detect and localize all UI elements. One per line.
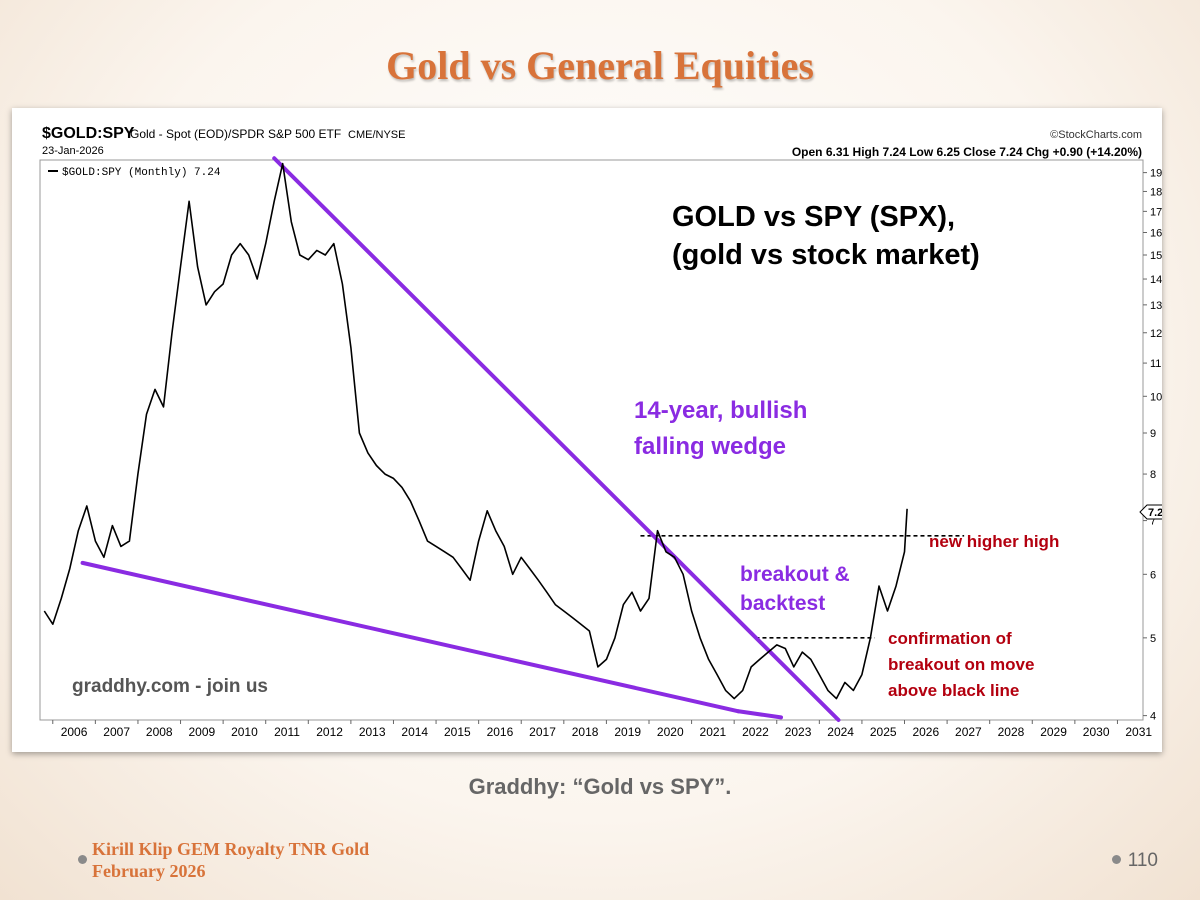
y-tick-label: 7 [1150, 516, 1156, 528]
y-tick-label: 9 [1150, 428, 1156, 440]
y-tick-label: 15 [1150, 250, 1162, 262]
annotation-title-1: GOLD vs SPY (SPX), [672, 201, 955, 233]
x-tick-label: 2019 [614, 725, 641, 739]
y-tick-label: 17 [1150, 206, 1162, 218]
page-bullet [1112, 855, 1121, 864]
chart-symbol: $GOLD:SPY [42, 125, 135, 142]
y-tick-label: 18 [1150, 186, 1162, 198]
wedge-trendlines [80, 156, 841, 722]
x-tick-label: 2021 [700, 725, 727, 739]
x-tick-label: 2030 [1083, 725, 1110, 739]
x-tick-label: 2029 [1040, 725, 1067, 739]
x-tick-label: 2028 [998, 725, 1025, 739]
x-tick-label: 2013 [359, 725, 386, 739]
y-tick-label: 10 [1150, 391, 1162, 403]
watermark: graddhy.com - join us [72, 676, 268, 697]
y-axis: 4 5 6 7 8 9 10 11 12 13 14 15 16 17 18 19 [1143, 168, 1162, 723]
annotation-confirm-3: above black line [888, 681, 1019, 700]
chart-description: Gold - Spot (EOD)/SPDR S&P 500 ETF [130, 127, 341, 141]
footer-text: Kirill Klip GEM Royalty TNR Gold Februar… [92, 838, 369, 882]
chart-svg: $GOLD:SPY Gold - Spot (EOD)/SPDR S&P 500… [39, 125, 1162, 739]
annotation-breakout-1: breakout & [740, 563, 850, 586]
slide-title: Gold vs General Equities [386, 43, 814, 88]
x-tick-label: 2008 [146, 725, 173, 739]
footer-line-1: Kirill Klip GEM Royalty TNR Gold [92, 839, 370, 859]
y-tick-label: 11 [1150, 358, 1161, 370]
x-tick-label: 2023 [785, 725, 812, 739]
x-tick-label: 2009 [188, 725, 215, 739]
y-tick-label: 12 [1150, 328, 1162, 340]
chart-source: ©StockCharts.com [1050, 129, 1142, 141]
x-tick-label: 2020 [657, 725, 684, 739]
x-tick-label: 2025 [870, 725, 897, 739]
x-tick-label: 2027 [955, 725, 982, 739]
chart-exchange: CME/NYSE [348, 129, 405, 141]
y-tick-label: 5 [1150, 633, 1156, 645]
y-tick-label: 16 [1150, 227, 1162, 239]
x-tick-label: 2007 [103, 725, 130, 739]
x-tick-label: 2011 [274, 725, 300, 739]
annotation-wedge-2: falling wedge [634, 433, 786, 460]
wedge-lower-ext [736, 709, 784, 720]
y-tick-label: 14 [1150, 274, 1162, 286]
chart-ohlc: Open 6.31 High 7.24 Low 6.25 Close 7.24 … [792, 145, 1142, 159]
wedge-upper [272, 156, 841, 722]
y-tick-label: 8 [1150, 469, 1156, 481]
annotation-wedge-1: 14-year, bullish [634, 397, 807, 424]
last-value-label: 7.24 [1148, 507, 1162, 519]
x-tick-label: 2026 [912, 725, 939, 739]
chart-legend: $GOLD:SPY (Monthly) 7.24 [62, 167, 221, 179]
x-tick-label: 2012 [316, 725, 343, 739]
annotation-title-2: (gold vs stock market) [672, 239, 980, 271]
level-lines [640, 535, 965, 639]
slide-caption: Graddhy: “Gold vs SPY”. [468, 774, 732, 799]
y-tick-label: 19 [1150, 168, 1162, 180]
annotation-higher-high: new higher high [929, 532, 1059, 551]
x-tick-label: 2022 [742, 725, 769, 739]
page-number: 110 [1127, 850, 1158, 871]
footer-bullet [78, 855, 87, 864]
y-tick-label: 13 [1150, 300, 1162, 312]
annotation-confirm-2: breakout on move [888, 655, 1034, 674]
x-tick-label: 2010 [231, 725, 258, 739]
price-line [43, 162, 908, 700]
x-tick-label: 2016 [487, 725, 514, 739]
annotation-confirm-1: confirmation of [888, 629, 1012, 648]
x-tick-label: 2014 [401, 725, 428, 739]
wedge-lower [80, 560, 741, 714]
x-tick-label: 2015 [444, 725, 471, 739]
x-tick-label: 2006 [61, 725, 88, 739]
y-tick-label: 4 [1150, 711, 1156, 723]
chart-date: 23-Jan-2026 [42, 145, 104, 157]
annotation-breakout-2: backtest [740, 592, 825, 615]
x-axis: 2006 2007 2008 2009 2010 2011 2012 2013 2014 2015… [52, 720, 1152, 739]
x-tick-label: 2031 [1125, 725, 1152, 739]
x-tick-label: 2018 [572, 725, 599, 739]
x-tick-label: 2024 [827, 725, 854, 739]
chart-frame: $GOLD:SPY Gold - Spot (EOD)/SPDR S&P 500… [12, 108, 1162, 752]
footer-line-2: February 2026 [92, 861, 206, 881]
last-value-tag: 7.24 [1139, 504, 1162, 520]
y-tick-label: 6 [1150, 569, 1156, 581]
plot-area [39, 159, 1144, 721]
x-tick-label: 2017 [529, 725, 556, 739]
